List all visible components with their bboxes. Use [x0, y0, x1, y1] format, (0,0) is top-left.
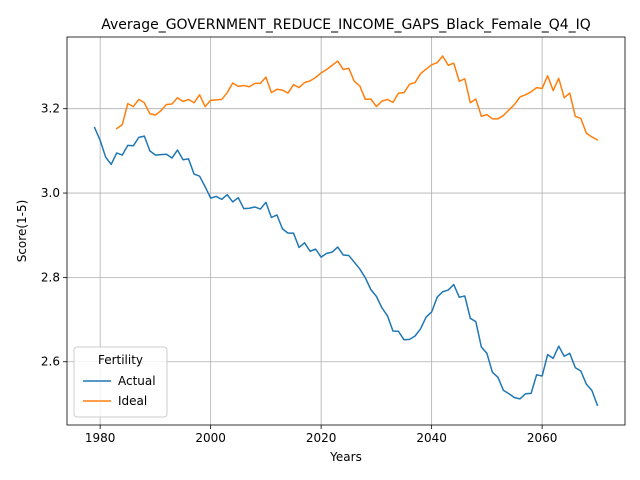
- y-tick-label: 2.6: [41, 355, 60, 369]
- y-axis-label: Score(1-5): [15, 200, 29, 263]
- legend-label-ideal: Ideal: [118, 394, 147, 408]
- chart-title: Average_GOVERNMENT_REDUCE_INCOME_GAPS_Bl…: [101, 17, 591, 33]
- x-tick-label: 2000: [195, 431, 226, 445]
- x-axis-label: Years: [329, 450, 362, 464]
- series-line-actual: [93, 126, 599, 407]
- x-axis: 1980 2000 2020 2040 2060: [85, 425, 558, 445]
- x-tick-label: 2020: [306, 431, 337, 445]
- y-axis: 2.6 2.8 3.0 3.2: [41, 102, 67, 369]
- legend-items: Actual Ideal: [83, 374, 156, 408]
- x-tick-label: 1980: [85, 431, 116, 445]
- y-tick-label: 3.0: [41, 186, 60, 200]
- y-tick-label: 2.8: [41, 270, 60, 284]
- plot-frame: [66, 36, 626, 426]
- x-tick-label: 2040: [416, 431, 447, 445]
- series-lines: [93, 55, 599, 407]
- legend-label-actual: Actual: [118, 374, 156, 388]
- legend: Fertility Actual Ideal: [73, 346, 168, 418]
- legend-title: Fertility: [98, 353, 143, 367]
- y-tick-label: 3.2: [41, 102, 60, 116]
- series-line-ideal: [115, 55, 599, 141]
- grid: [67, 37, 625, 425]
- x-tick-label: 2060: [527, 431, 558, 445]
- legend-box: [73, 346, 168, 418]
